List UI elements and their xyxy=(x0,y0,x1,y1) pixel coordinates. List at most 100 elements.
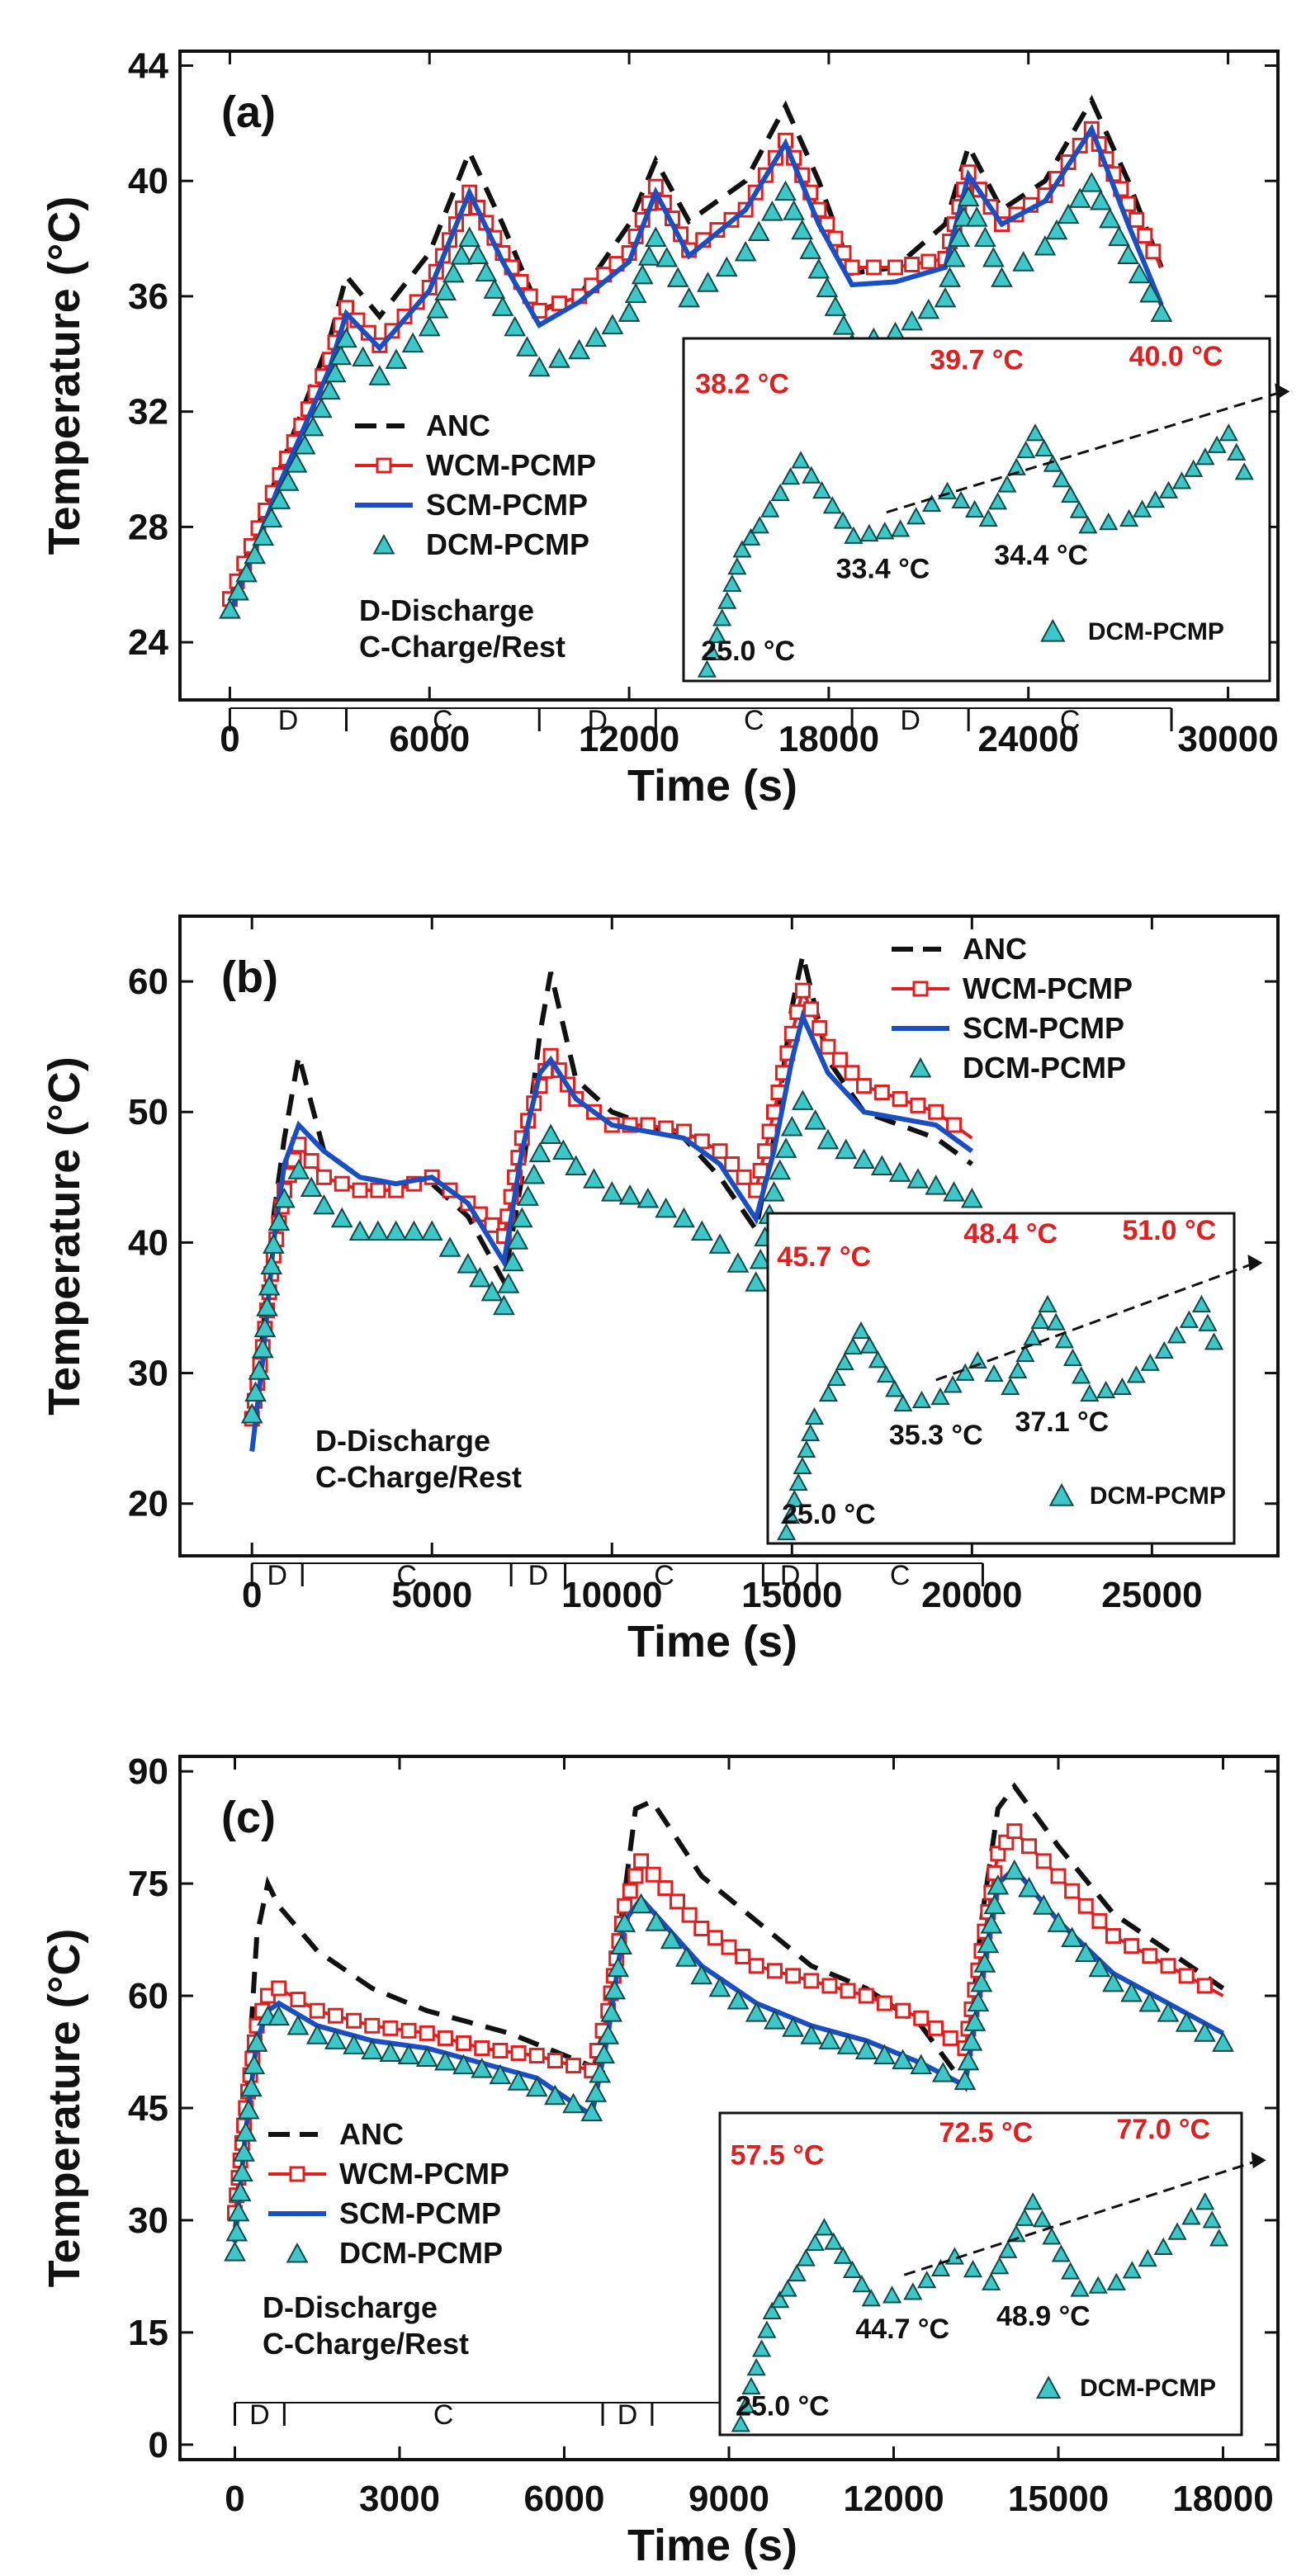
inset-dcm-marker xyxy=(1202,2210,1222,2229)
dcm-pcmp-marker xyxy=(655,246,679,267)
dcm-pcmp-marker xyxy=(277,470,300,491)
dcm-pcmp-marker xyxy=(835,1138,858,1160)
wcm-pcmp-marker xyxy=(382,2020,399,2036)
dcm-pcmp-marker xyxy=(287,1159,310,1179)
inset: 38.2 °C 39.7 °C 40.0 °C 25.0 °C 33.4 °C 34.4 … xyxy=(682,337,1290,683)
inset-dcm-marker xyxy=(951,490,971,508)
wcm-pcmp-marker xyxy=(484,1217,500,1233)
dcm-pcmp-marker xyxy=(565,1155,588,1175)
dcm-pcmp-marker xyxy=(491,295,514,316)
inset-dcm-marker xyxy=(1195,2192,1215,2210)
dcm-pcmp-marker xyxy=(329,344,353,366)
inset-dcm-marker xyxy=(982,2272,1001,2290)
inset-legend-swatch xyxy=(1048,1482,1075,1506)
dcm-pcmp-marker xyxy=(618,1184,641,1205)
inset-dcm-marker xyxy=(1032,2210,1053,2228)
inset-dcm-marker xyxy=(997,475,1017,493)
dcm-pcmp-marker xyxy=(1032,1894,1055,1915)
wcm-pcmp-marker xyxy=(707,1930,723,1946)
dcm-pcmp-marker xyxy=(352,346,375,366)
wcm-pcmp-marker xyxy=(565,2058,582,2074)
wcm-pcmp-marker xyxy=(895,2002,911,2019)
inset-dcm-marker xyxy=(1051,2244,1071,2262)
dcm-pcmp-marker xyxy=(783,200,805,220)
inset-dcm-marker xyxy=(780,467,801,485)
y-tick-label: 75 xyxy=(128,1864,168,1904)
dcm-pcmp-marker xyxy=(726,1988,750,2010)
plot-frame xyxy=(178,50,1280,702)
inset-dcm-marker xyxy=(1179,1310,1199,1328)
dcm-pcmp-marker xyxy=(233,2141,255,2162)
legend-item-anc: ANC xyxy=(892,932,1027,966)
inset-legend-label: DCM-PCMP xyxy=(1088,618,1224,645)
dcm-pcmp-marker xyxy=(690,1964,713,1985)
dcm-pcmp-marker xyxy=(901,310,924,331)
inset-dcm-marker xyxy=(833,2246,853,2264)
dcm-pcmp-marker xyxy=(943,246,966,267)
legend-note: C-Charge/Rest xyxy=(359,630,565,664)
dcm-pcmp-marker xyxy=(273,1187,296,1208)
dcm-pcmp-marker xyxy=(1108,225,1130,247)
x-axis-label: Time (s) xyxy=(627,1617,797,1666)
wcm-pcmp-marker xyxy=(309,2002,325,2019)
inset-dcm-marker xyxy=(812,480,832,499)
dcm-pcmp-marker xyxy=(335,327,357,348)
inset-dcm-marker xyxy=(750,516,769,534)
inset-dcm-marker xyxy=(965,499,985,518)
inset-dcm-marker xyxy=(1153,2237,1173,2255)
inset-dcm-marker xyxy=(968,1350,987,1369)
legend-item-anc: ANC xyxy=(268,2117,404,2151)
dcm-pcmp-marker xyxy=(583,1168,605,1189)
y-tick-label: 90 xyxy=(128,1751,168,1792)
dcm-pcmp-marker xyxy=(970,1971,993,1992)
x-tick-label: 12000 xyxy=(579,719,679,759)
wcm-pcmp-marker xyxy=(892,1090,908,1107)
dcm-pcmp-marker xyxy=(983,1893,1006,1915)
inset-dcm-marker xyxy=(732,540,752,558)
dcm-pcmp-marker xyxy=(774,180,797,201)
plot-area xyxy=(219,94,1173,619)
dcm-pcmp-marker xyxy=(636,1187,660,1208)
panel-label: (c) xyxy=(221,1793,276,1842)
inset-dcm-marker xyxy=(1062,1348,1083,1366)
dcm-pcmp-marker xyxy=(906,1168,930,1189)
dcm-pcmp-marker xyxy=(401,332,424,353)
dcm-pcmp-marker xyxy=(708,1976,731,1997)
dcm-pcmp-marker xyxy=(544,2084,566,2106)
inset-trough-label: 34.4 °C xyxy=(994,540,1088,571)
x-tick-label: 0 xyxy=(225,2479,244,2519)
dcm-pcmp-marker xyxy=(403,1220,425,1241)
plot-area xyxy=(240,954,983,1452)
legend-item-anc: ANC xyxy=(355,409,490,442)
dcm-pcmp-marker xyxy=(1068,187,1091,208)
wcm-pcmp-marker xyxy=(528,2048,545,2064)
wcm-pcmp-marker xyxy=(364,2017,381,2034)
inset-legend-label: DCM-PCMP xyxy=(1090,1482,1226,1510)
inset-dcm-marker xyxy=(1080,1383,1100,1402)
inset-dcm-marker xyxy=(1023,1327,1043,1346)
inset-dcm-marker xyxy=(930,1387,950,1406)
dcm-pcmp-marker xyxy=(600,2002,623,2022)
y-tick-label: 20 xyxy=(128,1484,168,1524)
dcm-pcmp-marker xyxy=(791,219,814,240)
inset-dcm-marker xyxy=(818,1383,839,1402)
y-axis-label: Temperature (°C) xyxy=(40,196,89,555)
dcm-pcmp-marker xyxy=(804,1109,827,1130)
dcm-pcmp-marker xyxy=(267,2005,291,2026)
inset-dcm-marker xyxy=(885,1379,905,1397)
wcm-pcmp-marker xyxy=(622,1883,638,1899)
dcm-pcmp-marker xyxy=(475,261,498,281)
dcm-pcmp-marker xyxy=(1088,1956,1111,1978)
x-tick-label: 15000 xyxy=(741,1575,842,1615)
inset-dcm-marker xyxy=(1034,438,1054,457)
inset-dcm-marker xyxy=(1154,1340,1174,1359)
wcm-pcmp-marker xyxy=(757,1143,774,1160)
legend-label: SCM-PCMP xyxy=(339,2196,501,2230)
dcm-pcmp-marker xyxy=(580,2101,603,2122)
legend-note: D-Discharge xyxy=(359,593,534,627)
inset-trough-label: 35.3 °C xyxy=(889,1420,983,1451)
wcm-pcmp-marker xyxy=(492,2043,509,2059)
dcm-pcmp-marker xyxy=(471,2058,494,2078)
wcm-pcmp-marker xyxy=(721,1939,737,1955)
dcm-pcmp-marker xyxy=(324,2029,347,2049)
